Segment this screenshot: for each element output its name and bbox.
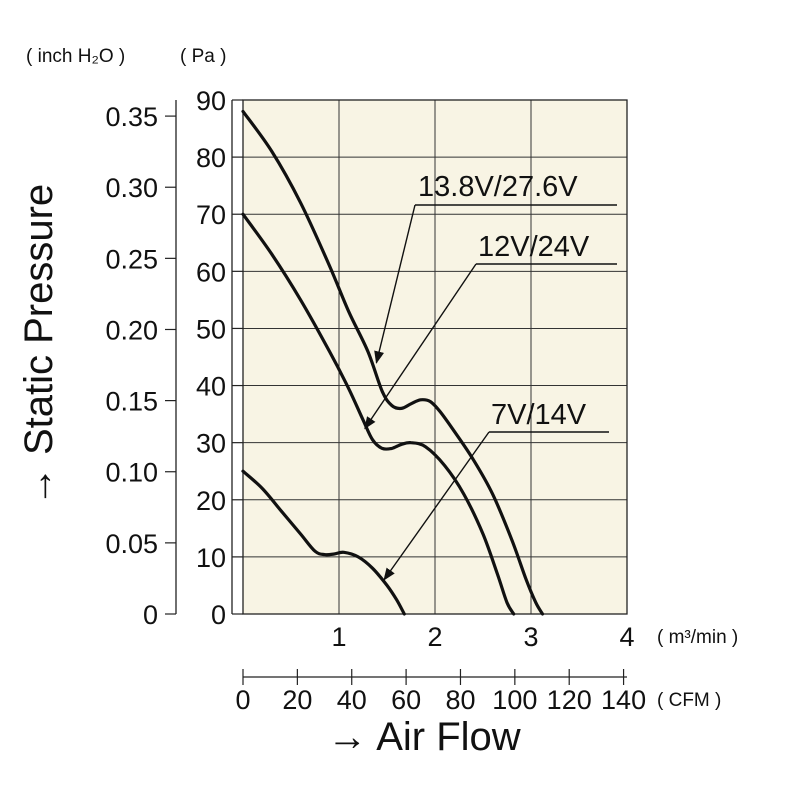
grid — [243, 100, 627, 614]
cfm-tick-label: 20 — [282, 685, 312, 715]
pa-tick-label: 50 — [196, 314, 226, 344]
m3-tick-label: 4 — [619, 622, 634, 652]
pa-tick-label: 60 — [196, 257, 226, 287]
inch-tick-label: 0.15 — [105, 387, 158, 417]
curve-7v — [241, 469, 406, 616]
inch-tick-label: 0.25 — [105, 244, 158, 274]
curve-13-8v — [241, 109, 545, 616]
annotations: 13.8V/27.6V 12V/24V 7V/14V — [364, 171, 617, 581]
pa-tick-label: 30 — [196, 429, 226, 459]
label-7v-leader — [383, 431, 490, 581]
m3-tick-label: 3 — [523, 622, 538, 652]
pa-tick-label: 0 — [211, 600, 226, 630]
pa-tick-label: 20 — [196, 486, 226, 516]
pa-axis: 90 80 70 60 50 40 30 20 10 0 — [196, 86, 243, 630]
cfm-tick-label: 40 — [337, 685, 367, 715]
label-12v-leader — [364, 263, 477, 430]
cfm-tick-label: 140 — [601, 685, 646, 715]
cfm-unit-label: ( CFM ) — [657, 690, 721, 711]
x-axis-title: → Air Flow — [327, 715, 520, 759]
pa-tick-label: 90 — [196, 86, 226, 116]
label-7v: 7V/14V — [491, 399, 587, 431]
cfm-tick-label: 120 — [547, 685, 592, 715]
pa-tick-label: 10 — [196, 543, 226, 573]
inch-tick-label: 0.30 — [105, 173, 158, 203]
m3-tick-label: 2 — [427, 622, 442, 652]
inch-tick-label: 0 — [143, 600, 158, 630]
y-axis-title: → Static Pressure — [17, 184, 61, 506]
plot-frame — [242, 99, 628, 615]
pa-tick-label: 80 — [196, 143, 226, 173]
curve-12v — [241, 212, 516, 616]
cfm-axis: 0 20 40 60 80 100 120 140 — [235, 669, 646, 715]
pa-unit-label: ( Pa ) — [180, 46, 226, 67]
inch-axis: 0.35 0.30 0.25 0.20 0.15 0.10 0.05 0 — [105, 100, 177, 630]
cfm-tick-label: 60 — [391, 685, 421, 715]
label-12v: 12V/24V — [478, 231, 590, 263]
label-13-8v: 13.8V/27.6V — [418, 171, 578, 203]
inch-tick-label: 0.20 — [105, 315, 158, 345]
pa-tick-label: 70 — [196, 200, 226, 230]
inch-tick-label: 0.05 — [105, 529, 158, 559]
m3-unit-label: ( m³/min ) — [657, 627, 738, 648]
label-13-8v-leader — [374, 204, 416, 364]
m3-tick-label: 1 — [331, 622, 346, 652]
pa-tick-label: 40 — [196, 372, 226, 402]
cfm-tick-label: 100 — [492, 685, 537, 715]
inch-unit-label: ( inch H₂O ) — [26, 46, 125, 67]
inch-tick-label: 0.35 — [105, 102, 158, 132]
cfm-tick-label: 0 — [235, 685, 250, 715]
cfm-tick-label: 80 — [445, 685, 475, 715]
m3-axis: 1 2 3 4 — [331, 622, 634, 652]
inch-tick-label: 0.10 — [105, 458, 158, 488]
curves — [241, 109, 545, 616]
